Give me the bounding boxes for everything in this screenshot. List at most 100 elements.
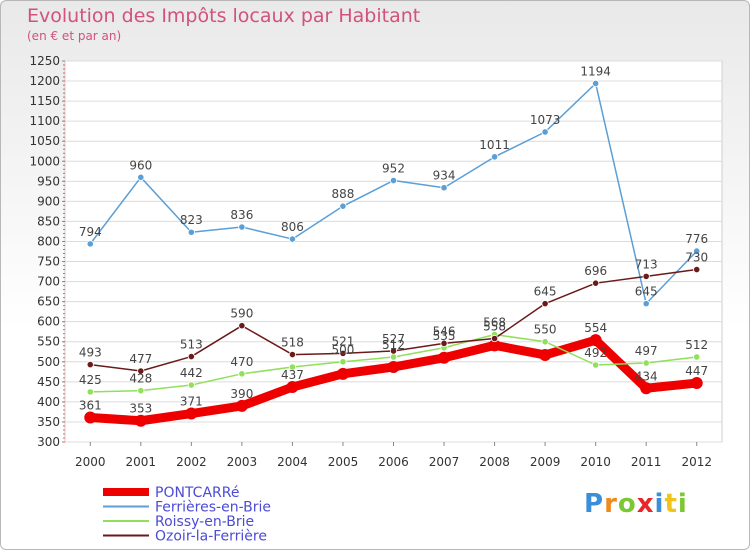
data-point: [187, 228, 195, 236]
y-tick-label: 650: [37, 295, 60, 309]
data-point: [440, 184, 448, 192]
data-label: 535: [433, 329, 456, 343]
data-point: [539, 348, 552, 361]
data-point: [288, 235, 297, 243]
data-label: 696: [584, 264, 607, 278]
y-tick-label: 550: [37, 335, 60, 349]
data-point: [238, 370, 246, 378]
data-label: 512: [685, 338, 708, 352]
data-point: [389, 347, 398, 355]
data-label: 645: [534, 285, 557, 299]
y-tick-label: 1150: [29, 94, 60, 108]
logo-letter: P: [584, 489, 605, 519]
x-tick-label: 2010: [580, 455, 611, 469]
y-tick-label: 900: [37, 194, 60, 208]
data-label: 497: [635, 344, 658, 358]
x-tick-label: 2005: [328, 455, 359, 469]
data-point: [137, 387, 145, 395]
data-label: 470: [230, 355, 253, 369]
y-tick-label: 950: [37, 174, 60, 188]
data-point: [541, 128, 549, 136]
x-tick-label: 2002: [176, 455, 207, 469]
x-tick-label: 2006: [378, 455, 409, 469]
data-point: [187, 352, 195, 361]
data-label: 1194: [580, 64, 611, 78]
data-label: 558: [483, 320, 506, 334]
data-label: 713: [635, 257, 658, 271]
data-point: [389, 353, 398, 361]
data-point: [339, 349, 347, 357]
y-tick-label: 400: [37, 395, 60, 409]
y-tick-label: 1000: [29, 154, 60, 168]
data-point: [84, 411, 97, 424]
data-point: [693, 353, 701, 361]
data-point: [389, 176, 398, 185]
data-point: [288, 350, 297, 359]
data-label: 527: [382, 332, 405, 346]
data-label: 447: [685, 364, 708, 378]
data-point: [137, 173, 145, 181]
data-label: 512: [382, 338, 405, 352]
y-tick-label: 800: [37, 234, 60, 248]
data-label: 960: [129, 158, 152, 172]
data-label: 1073: [530, 113, 561, 127]
data-label: 353: [129, 402, 152, 416]
data-point: [490, 334, 499, 343]
legend-label: Roissy-en-Brie: [155, 514, 254, 530]
data-label: 428: [129, 372, 152, 386]
logo-letter: i: [677, 489, 688, 519]
data-label: 371: [180, 395, 203, 409]
y-tick-label: 300: [37, 435, 60, 449]
x-tick-label: 2012: [681, 455, 712, 469]
data-point: [592, 79, 600, 88]
data-point: [642, 300, 650, 308]
data-point: [235, 399, 248, 412]
legend-label: PONTCARRé: [155, 485, 239, 501]
data-point: [134, 414, 147, 427]
data-point: [438, 351, 451, 364]
y-tick-label: 750: [37, 255, 60, 269]
logo-letter: o: [617, 489, 637, 519]
data-label: 730: [685, 251, 708, 265]
data-label: 806: [281, 220, 304, 234]
x-tick-label: 2001: [126, 455, 157, 469]
data-label: 492: [584, 346, 607, 360]
data-label: 776: [685, 232, 708, 246]
data-label: 554: [584, 321, 607, 335]
data-point: [642, 272, 650, 280]
data-label: 425: [79, 373, 102, 387]
data-point: [137, 367, 145, 375]
legend-label: Ferrières-en-Brie: [155, 500, 271, 516]
data-label: 500: [332, 343, 355, 357]
data-point: [336, 367, 349, 380]
x-tick-label: 2004: [277, 455, 308, 469]
x-tick-label: 2003: [227, 455, 258, 469]
data-label: 521: [332, 334, 355, 348]
data-point: [86, 388, 94, 396]
data-point: [640, 382, 653, 395]
data-label: 934: [433, 169, 456, 183]
data-label: 952: [382, 162, 405, 176]
data-point: [286, 381, 299, 394]
legend-label: Ozoir-la-Ferrière: [155, 529, 267, 545]
chart-subtitle: (en € et par an): [27, 29, 122, 43]
data-point: [339, 202, 347, 210]
data-label: 434: [635, 369, 658, 383]
data-label: 888: [332, 187, 355, 201]
y-tick-label: 1100: [29, 114, 60, 128]
data-point: [440, 339, 448, 347]
plot-area: [64, 60, 723, 443]
data-label: 590: [230, 307, 253, 321]
data-label: 550: [534, 323, 557, 337]
data-point: [690, 377, 703, 390]
data-label: 361: [79, 399, 102, 413]
data-label: 518: [281, 336, 304, 350]
logo-letter: t: [664, 489, 678, 519]
data-label: 513: [180, 338, 203, 352]
chart-title: Evolution des Impôts locaux par Habitant: [27, 5, 421, 27]
data-point: [693, 247, 701, 255]
y-tick-label: 1050: [29, 134, 60, 148]
data-point: [541, 338, 549, 346]
x-tick-label: 2009: [530, 455, 561, 469]
